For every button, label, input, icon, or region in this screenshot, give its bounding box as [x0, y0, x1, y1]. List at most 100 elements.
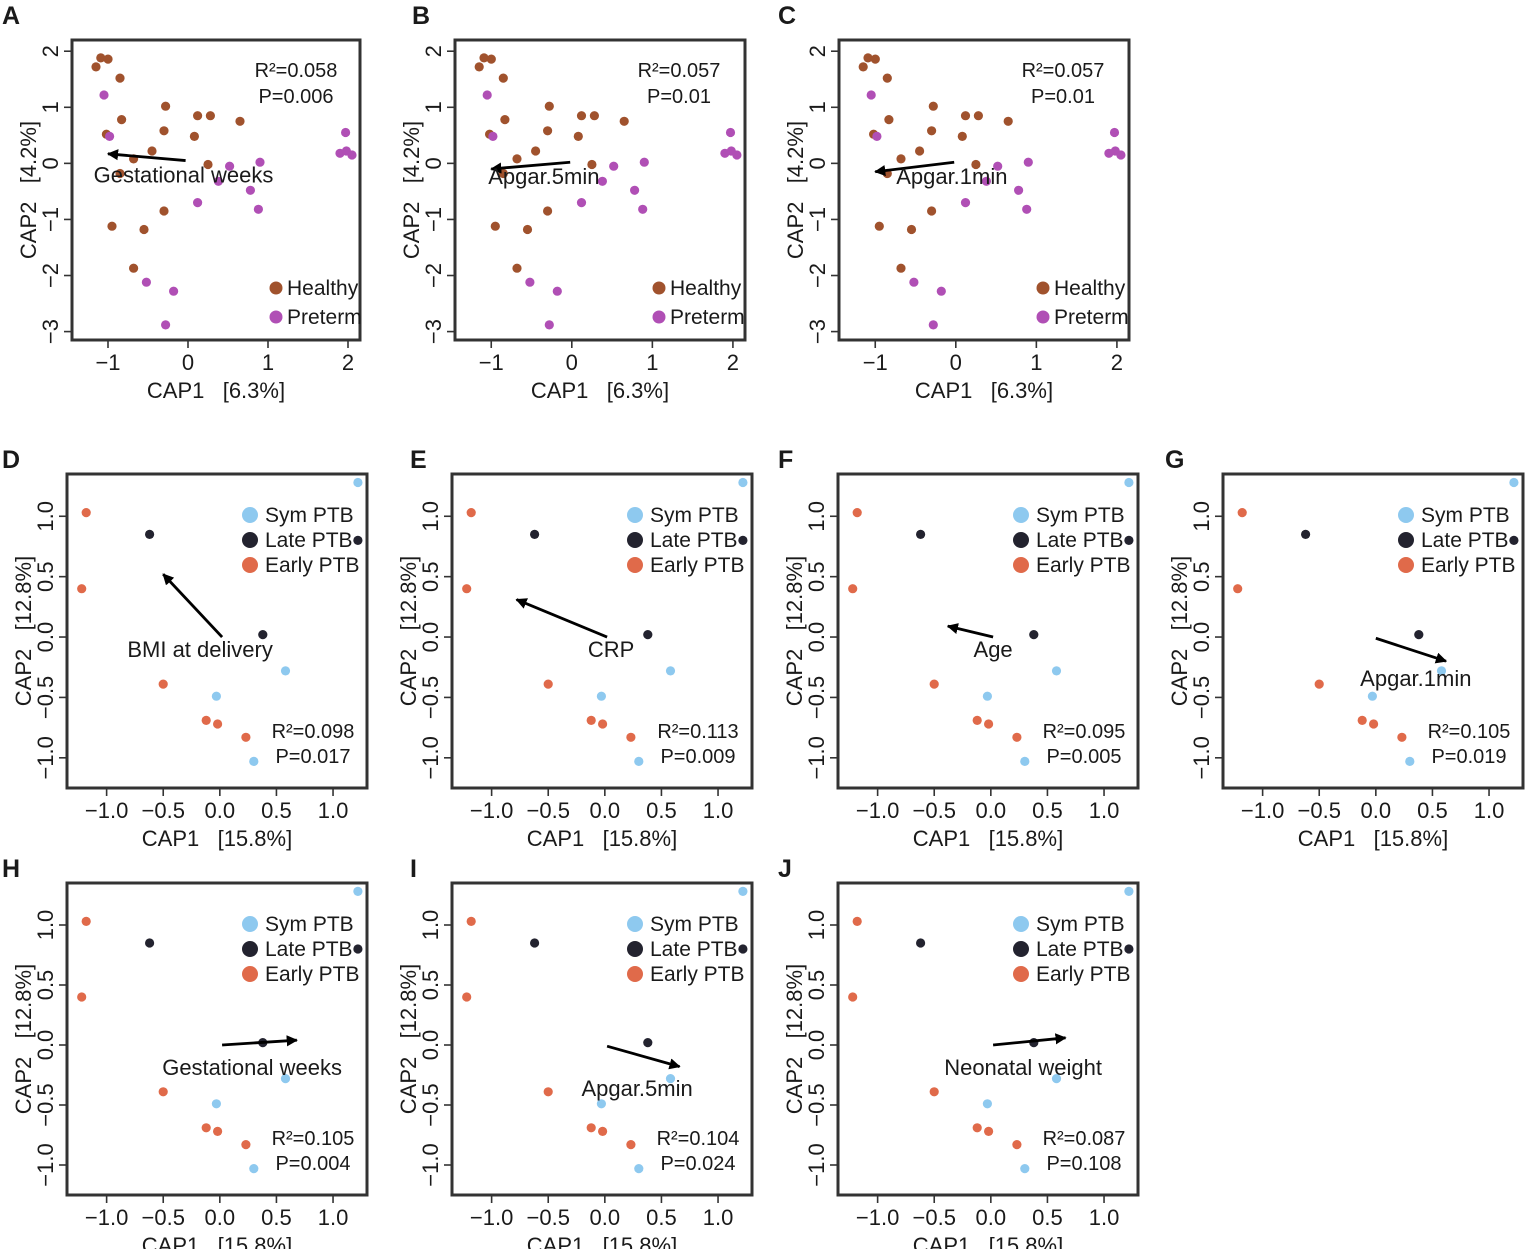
point-early-ptb: [81, 916, 91, 927]
point-sym-ptb: [1124, 886, 1134, 897]
point-early-ptb: [1369, 719, 1379, 729]
point-preterm: [872, 131, 882, 141]
panel-letter: A: [2, 2, 20, 30]
legend-swatch-late-ptb: [1013, 532, 1029, 548]
point-healthy: [474, 62, 484, 72]
point-healthy: [927, 206, 937, 216]
point-early-ptb: [462, 992, 472, 1002]
x-tick-label: 1: [262, 350, 274, 375]
y-tick-label: 0.0: [804, 1030, 829, 1061]
x-tick-label: −0.5: [1298, 798, 1341, 823]
r-squared-label: R²=0.057: [638, 60, 721, 82]
point-early-ptb: [1233, 584, 1243, 594]
point-healthy: [928, 101, 938, 111]
legend-swatch-healthy: [1036, 281, 1050, 295]
panel-h: H −1.0 −0.5 0.0 0.5 1.0 −1.0 −0.5 0.0 0.5 1.0 CAP1 …: [2, 855, 369, 1249]
x-tick-label: −0.5: [527, 798, 570, 823]
y-tick-label: 1.0: [804, 501, 829, 532]
y-axis-title: CAP2 [12.8%]: [396, 964, 421, 1114]
point-healthy: [159, 206, 169, 216]
point-preterm: [141, 277, 151, 287]
point-preterm: [597, 176, 608, 186]
legend-label-healthy: Healthy: [1054, 277, 1126, 300]
point-sym-ptb: [634, 756, 644, 767]
point-sym-ptb: [280, 1074, 291, 1084]
point-early-ptb: [201, 715, 211, 726]
p-value-label: P=0.01: [647, 86, 711, 108]
x-tick-label: 1.0: [318, 798, 349, 823]
point-healthy: [115, 168, 125, 179]
y-tick-label: −0.5: [418, 676, 443, 719]
point-sym-ptb: [665, 666, 676, 676]
vector-arrow: [606, 1044, 681, 1070]
point-healthy: [915, 146, 925, 156]
y-tick-label: 0.0: [1189, 622, 1214, 653]
y-tick-label: −1.0: [418, 1143, 443, 1186]
vector-arrow: [874, 160, 955, 177]
y-tick-label: 0.5: [33, 970, 58, 1001]
x-tick-label: −1: [479, 350, 504, 375]
point-early-ptb: [929, 1087, 939, 1097]
x-tick-label: 1.0: [1089, 1205, 1120, 1230]
point-healthy: [479, 53, 489, 63]
point-healthy: [486, 54, 496, 64]
point-preterm: [993, 161, 1003, 171]
point-healthy: [858, 62, 868, 72]
p-value-label: P=0.108: [1046, 1153, 1121, 1175]
point-sym-ptb: [1367, 691, 1377, 701]
point-early-ptb: [1314, 679, 1324, 689]
panel-i: I −1.0 −0.5 0.0 0.5 1.0 −1.0 −0.5 0.0 0.5 1.0 CAP1 …: [396, 855, 754, 1249]
point-sym-ptb: [1436, 666, 1447, 676]
point-early-ptb: [543, 1087, 553, 1097]
point-sym-ptb: [211, 1099, 221, 1109]
legend-swatch-sym-ptb: [242, 507, 258, 523]
y-tick-label: 0: [38, 157, 63, 169]
point-early-ptb: [1237, 507, 1247, 518]
point-sym-ptb: [1509, 477, 1519, 488]
point-healthy: [863, 53, 873, 63]
y-axis-title: CAP2 [4.2%]: [783, 121, 808, 259]
panel-letter: G: [1165, 446, 1184, 474]
point-preterm: [1109, 127, 1120, 138]
point-sym-ptb: [249, 1164, 259, 1174]
point-late-ptb: [916, 938, 926, 948]
point-healthy: [973, 111, 984, 121]
legend-label-late-ptb: Late PTB: [1036, 529, 1124, 552]
y-tick-label: −0.5: [804, 1083, 829, 1126]
y-tick-label: 0.5: [33, 561, 58, 592]
point-healthy: [139, 224, 149, 235]
point-late-ptb: [353, 535, 363, 546]
legend-label-late-ptb: Late PTB: [1036, 938, 1124, 961]
vector-label: Neonatal weight: [944, 1055, 1102, 1080]
y-tick-label: −0.5: [33, 1083, 58, 1126]
y-tick-label: −2: [421, 263, 446, 288]
p-value-label: P=0.006: [258, 86, 333, 108]
point-early-ptb: [1397, 732, 1407, 742]
x-axis-title: CAP1 [6.3%]: [531, 378, 669, 403]
point-healthy: [147, 146, 157, 156]
legend-swatch-preterm: [652, 310, 666, 324]
legend-label-healthy: Healthy: [287, 277, 359, 300]
p-value-label: P=0.024: [660, 1153, 735, 1175]
y-axis-title: CAP2 [4.2%]: [16, 121, 41, 259]
point-preterm: [960, 198, 971, 208]
point-sym-ptb: [738, 477, 748, 488]
point-healthy: [884, 115, 894, 125]
r-squared-label: R²=0.057: [1022, 60, 1105, 82]
y-tick-label: 0.0: [33, 1030, 58, 1061]
point-healthy: [587, 159, 597, 170]
vector-label: Apgar.1min: [896, 164, 1007, 189]
legend-label-late-ptb: Late PTB: [1421, 529, 1509, 552]
y-tick-label: −3: [805, 319, 830, 344]
point-sym-ptb: [596, 691, 607, 701]
legend-swatch-healthy: [269, 281, 283, 295]
y-tick-label: −2: [805, 263, 830, 288]
x-tick-label: 2: [342, 350, 354, 375]
point-healthy: [619, 116, 629, 126]
point-early-ptb: [1012, 1140, 1022, 1150]
point-late-ptb: [1301, 529, 1311, 540]
point-healthy: [498, 73, 508, 83]
point-late-ptb: [643, 630, 653, 640]
vector-arrow: [1375, 636, 1448, 664]
point-healthy: [117, 115, 127, 125]
